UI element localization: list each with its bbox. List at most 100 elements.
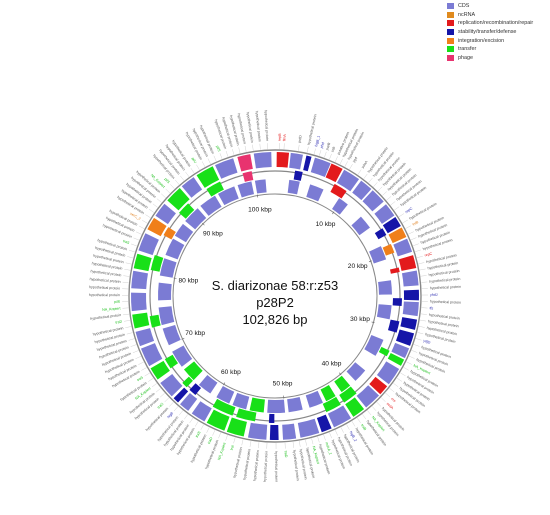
feature-arc-cds xyxy=(172,345,193,367)
annotation-leader xyxy=(122,282,129,283)
gene-label: hypothetical protein xyxy=(94,333,125,345)
gene-label: repC xyxy=(405,206,414,214)
annotation-leader xyxy=(317,436,320,443)
annotation-leader xyxy=(409,355,415,359)
plasmid-length: 102,826 bp xyxy=(242,312,307,327)
gene-label: ygd xyxy=(352,156,358,163)
annotation-leader xyxy=(249,440,252,447)
gene-label: NA_Kopiert xyxy=(217,442,227,461)
feature-arc-stability xyxy=(173,387,189,403)
annotation-leader xyxy=(145,214,151,218)
gene-label: xerC_2 xyxy=(129,212,141,221)
gene-label: hypothetical protein xyxy=(91,261,122,270)
annotation-leader xyxy=(418,326,425,328)
annotation-leader xyxy=(142,220,148,224)
annotation-leader xyxy=(170,184,175,189)
feature-arc-cds xyxy=(362,190,384,212)
gene-label: traD xyxy=(115,320,123,325)
feature-arc-replication xyxy=(398,255,417,271)
gene-label: hypothetical protein xyxy=(263,451,269,482)
kbp-tick-label: 100 kbp xyxy=(248,206,272,213)
kbp-tick-mark xyxy=(181,337,185,340)
feature-arc-cds xyxy=(297,418,320,438)
annotation-leader xyxy=(259,143,261,150)
annotation-leader xyxy=(238,147,241,154)
annotation-leader xyxy=(323,434,326,441)
annotation-leader xyxy=(367,410,372,416)
gene-label: hypothetical protein xyxy=(425,332,456,344)
legend-entry: transfer xyxy=(447,45,549,54)
feature-arc-cds xyxy=(287,179,300,195)
gene-label: hypothetical protein xyxy=(426,253,457,264)
annotation-leader xyxy=(156,198,162,203)
feature-arc-cds xyxy=(138,233,159,256)
gene-label: hypothetical protein xyxy=(204,439,219,469)
legend-label: stability/transfer/defense xyxy=(458,29,517,36)
legend: CDS ncRNA replication/recombination/repair… xyxy=(447,2,549,62)
annotation-leader xyxy=(123,313,130,316)
gene-label: traB xyxy=(360,423,367,431)
gene-label: hypothetical protein xyxy=(190,434,208,464)
annotation-leader xyxy=(413,344,420,347)
legend-entry: ncRNA xyxy=(447,11,549,20)
feature-arc-transfer xyxy=(167,187,190,211)
feature-arc-cds xyxy=(282,423,297,440)
legend-swatch xyxy=(447,46,454,53)
annotation-leader xyxy=(416,256,423,258)
legend-entry: integration/excision xyxy=(447,36,549,45)
gene-label: hypothetical protein xyxy=(429,277,460,284)
feature-arc-cds xyxy=(287,397,303,413)
gene-label: flmA xyxy=(282,133,286,141)
annotation-leader xyxy=(128,338,135,341)
annotation-leader xyxy=(420,313,427,315)
gene-label: mdcA_1 xyxy=(324,442,332,456)
feature-arc-transfer xyxy=(196,166,220,188)
kbp-tick-label: 70 kbp xyxy=(185,330,205,337)
feature-arc-cds xyxy=(356,385,380,408)
annotation-leader xyxy=(225,435,228,441)
feature-arc-cds xyxy=(131,270,148,290)
feature-arc-stability xyxy=(269,424,279,440)
gene-label: hypothetical protein xyxy=(305,447,315,478)
feature-arc-cds xyxy=(185,208,207,230)
annotation-leader xyxy=(123,275,130,277)
feature-arc-replication xyxy=(369,376,388,395)
kbp-tick-mark xyxy=(202,222,205,226)
gene-label: hypothetical protein xyxy=(264,110,270,141)
annotation-leader xyxy=(311,438,314,445)
kbp-tick-labels: 10 kbp 20 kbp 30 kbp 40 kbp 50 kbp 60 kbp 70 k… xyxy=(173,194,375,399)
annotation-leader xyxy=(393,383,399,387)
gene-label: higB xyxy=(166,411,174,419)
annotation-leader xyxy=(164,397,170,403)
annotation-leader xyxy=(419,319,426,322)
annotation-leader xyxy=(135,356,142,359)
annotation-leader xyxy=(152,203,158,208)
annotation-leader xyxy=(207,158,211,164)
gene-label: pilS xyxy=(163,177,170,185)
feature-arc-cds xyxy=(289,152,303,170)
gene-label: NA_Kopiert xyxy=(312,446,320,465)
gene-label: traI xyxy=(230,445,235,451)
feature-arc-transfer xyxy=(236,408,257,422)
gene-label: hypothetical protein xyxy=(89,285,120,290)
gene-label: hypothetical protein xyxy=(427,261,458,270)
annotation-leader xyxy=(403,367,409,371)
annotation-leader xyxy=(376,401,382,407)
gene-label: pilS xyxy=(114,300,121,304)
feature-arc-cds xyxy=(180,392,198,411)
annotation-leader xyxy=(339,158,343,165)
gene-label: prdD xyxy=(298,135,303,144)
feature-arc-cds xyxy=(376,361,400,385)
feature-arc-transfer xyxy=(212,398,236,416)
annotation-leader xyxy=(368,177,373,183)
feature-arc-cds xyxy=(191,401,212,422)
feature-arc-transfer xyxy=(387,353,405,366)
feature-arc-transfer xyxy=(378,346,390,357)
legend-label: replication/recombination/repair xyxy=(458,20,534,27)
feature-arc-cds xyxy=(165,238,185,260)
gene-label: hypothetical protein xyxy=(299,449,308,480)
annotation-leader xyxy=(189,417,194,424)
feature-arc-transfer xyxy=(206,409,230,431)
annotation-leader xyxy=(138,361,144,365)
kbp-tick-label: 60 kbp xyxy=(221,369,241,376)
